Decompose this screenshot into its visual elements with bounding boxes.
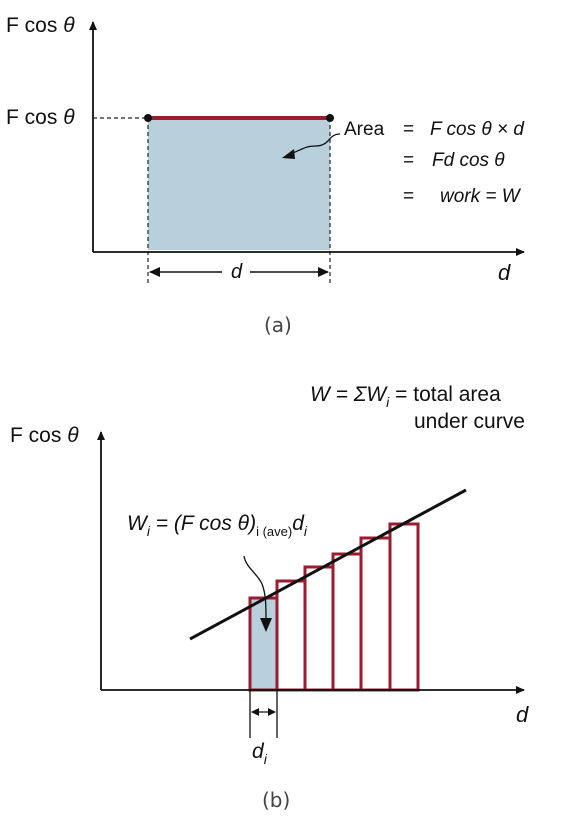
caption-a: (a) xyxy=(264,313,292,337)
force-line-start-dot xyxy=(144,114,152,122)
width-arrow-right xyxy=(318,267,329,277)
equation-line1-equals: = xyxy=(403,119,414,140)
y-axis-label-b: F cos θ xyxy=(10,424,79,447)
equation-line3-equals: = xyxy=(403,186,414,207)
force-curve xyxy=(189,488,467,641)
equation-line1-rhs: F cos θ × d xyxy=(430,119,525,140)
strip-fill xyxy=(250,598,277,690)
width-arrow-left xyxy=(149,267,160,277)
wi-pointer-head xyxy=(260,618,272,632)
equation-line3-rhs: work = W xyxy=(440,186,522,207)
work-area-rect xyxy=(148,118,330,250)
caption-b: (b) xyxy=(262,788,290,812)
level-label-a: F cos θ xyxy=(6,106,75,129)
force-line-end-dot xyxy=(326,114,334,122)
di-arrow-left xyxy=(251,708,259,716)
x-axis-label-b: d xyxy=(516,702,529,727)
area-pointer-head xyxy=(282,149,295,159)
total-area-equation-line1: W = ΣWi = total area xyxy=(310,383,501,410)
di-arrow-right xyxy=(268,708,276,716)
width-label-a: d xyxy=(231,261,243,283)
area-label: Area xyxy=(344,119,385,140)
x-axis-label-a: d xyxy=(498,260,511,285)
bar-3 xyxy=(303,565,335,692)
panel-b: W = ΣWi = total area under curve F cos θ xyxy=(10,383,529,812)
total-area-equation-line2: under curve xyxy=(414,410,525,433)
bar-6 xyxy=(388,522,420,692)
di-label: di xyxy=(252,740,268,767)
bar-5 xyxy=(359,536,392,692)
wi-pointer xyxy=(243,555,267,621)
wi-equation: Wi = (F cos θ)i (ave)di xyxy=(127,512,308,539)
panel-a: F cos θ F cos θ d d Area = F cos θ × d =… xyxy=(6,14,525,337)
y-axis-label-a: F cos θ xyxy=(6,14,75,37)
bar-2 xyxy=(275,579,307,692)
bar-4 xyxy=(331,552,363,692)
equation-line2-equals: = xyxy=(403,150,414,171)
area-pointer xyxy=(289,133,341,155)
equation-line2-rhs: Fd cos θ xyxy=(432,150,505,171)
